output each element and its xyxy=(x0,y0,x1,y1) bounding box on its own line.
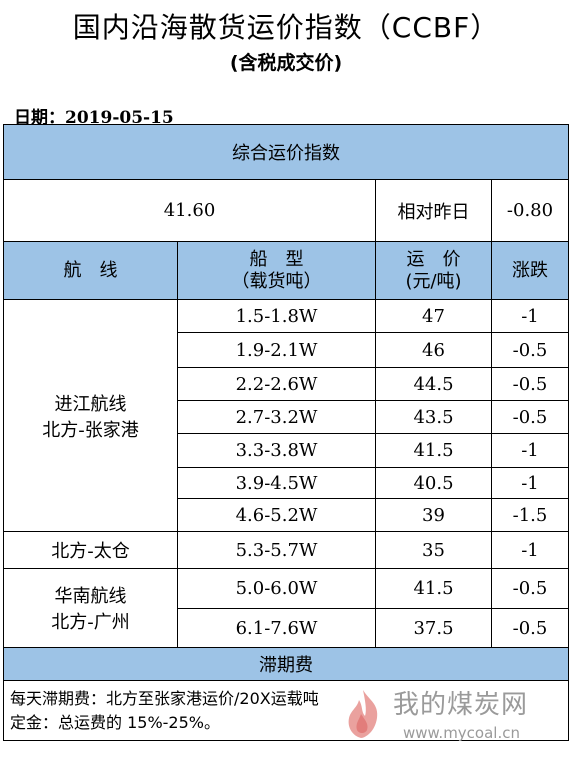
freight-cell: 43.5 xyxy=(375,400,492,434)
deposit-line: 定金：总运费的 15%-25%。 xyxy=(10,712,220,732)
route-name: 进江航线 xyxy=(54,393,127,415)
column-header-freight: 运 价 (元/吨) xyxy=(375,241,492,300)
route-cell: 进江航线 北方-张家港 xyxy=(3,299,178,532)
change-cell: -1 xyxy=(491,433,569,468)
watermark-url: www.mycoal.cn xyxy=(403,724,520,742)
freight-index-table: 综合运价指数 41.60 相对昨日 -0.80 航 线 船 型 （载货吨） 运 … xyxy=(3,124,569,741)
freight-cell: 39 xyxy=(375,498,492,532)
report-date: 日期：2019-05-15 xyxy=(14,108,174,128)
page-subtitle: (含税成交价) xyxy=(229,52,343,74)
freight-line2: (元/吨) xyxy=(405,270,462,292)
composite-index-heading: 综合运价指数 xyxy=(3,124,569,180)
change-cell: -1 xyxy=(491,467,569,499)
watermark-brand: 我的煤炭网 xyxy=(393,690,529,720)
change-cell: -0.5 xyxy=(491,400,569,434)
ship-type-cell: 1.5-1.8W xyxy=(177,299,376,333)
ship-type-cell: 3.3-3.8W xyxy=(177,433,376,468)
route-cell: 华南航线 北方-广州 xyxy=(3,568,178,648)
change-cell: -1 xyxy=(491,299,569,333)
freight-cell: 46 xyxy=(375,332,492,368)
ship-type-cell: 6.1-7.6W xyxy=(177,608,376,648)
route-detail: 北方-张家港 xyxy=(42,419,139,441)
demurrage-fee-line: 每天滞期费：北方至张家港运价/20X运载吨 xyxy=(10,688,319,708)
watermark: 我的煤炭网 www.mycoal.cn xyxy=(335,680,565,750)
demurrage-heading: 滞期费 xyxy=(3,647,569,681)
ship-type-cell: 1.9-2.1W xyxy=(177,332,376,368)
composite-index-value: 41.60 xyxy=(3,179,376,242)
freight-cell: 40.5 xyxy=(375,467,492,499)
route-cell: 北方-太仓 xyxy=(3,531,178,569)
change-cell: -0.5 xyxy=(491,367,569,401)
column-header-route: 航 线 xyxy=(3,241,178,300)
freight-cell: 35 xyxy=(375,531,492,569)
freight-cell: 41.5 xyxy=(375,568,492,609)
freight-cell: 37.5 xyxy=(375,608,492,648)
demurrage-note: 每天滞期费：北方至张家港运价/20X运载吨 定金：总运费的 15%-25%。 xyxy=(3,680,569,741)
ship-type-cell: 2.7-3.2W xyxy=(177,400,376,434)
ship-type-cell: 2.2-2.6W xyxy=(177,367,376,401)
change-cell: -1.5 xyxy=(491,498,569,532)
ship-type-cell: 5.3-5.7W xyxy=(177,531,376,569)
change-cell: -0.5 xyxy=(491,332,569,368)
ship-type-line1: 船 型 xyxy=(249,248,304,270)
compare-label: 相对昨日 xyxy=(375,179,492,242)
freight-cell: 47 xyxy=(375,299,492,333)
column-header-ship-type: 船 型 （载货吨） xyxy=(177,241,376,300)
change-cell: -1 xyxy=(491,531,569,569)
compare-value: -0.80 xyxy=(491,179,569,242)
freight-cell: 41.5 xyxy=(375,433,492,468)
freight-line1: 运 价 xyxy=(406,248,461,270)
page-title: 国内沿海散货运价指数（CCBF） xyxy=(72,11,500,44)
ship-type-line2: （载货吨） xyxy=(231,270,322,292)
ship-type-cell: 3.9-4.5W xyxy=(177,467,376,499)
change-cell: -0.5 xyxy=(491,608,569,648)
route-detail: 北方-广州 xyxy=(51,612,130,633)
change-cell: -0.5 xyxy=(491,568,569,609)
route-name: 华南航线 xyxy=(54,586,127,607)
ship-type-cell: 4.6-5.2W xyxy=(177,498,376,532)
freight-cell: 44.5 xyxy=(375,367,492,401)
ship-type-cell: 5.0-6.0W xyxy=(177,568,376,609)
flame-logo-icon xyxy=(348,690,378,738)
column-header-change: 涨跌 xyxy=(491,241,569,300)
